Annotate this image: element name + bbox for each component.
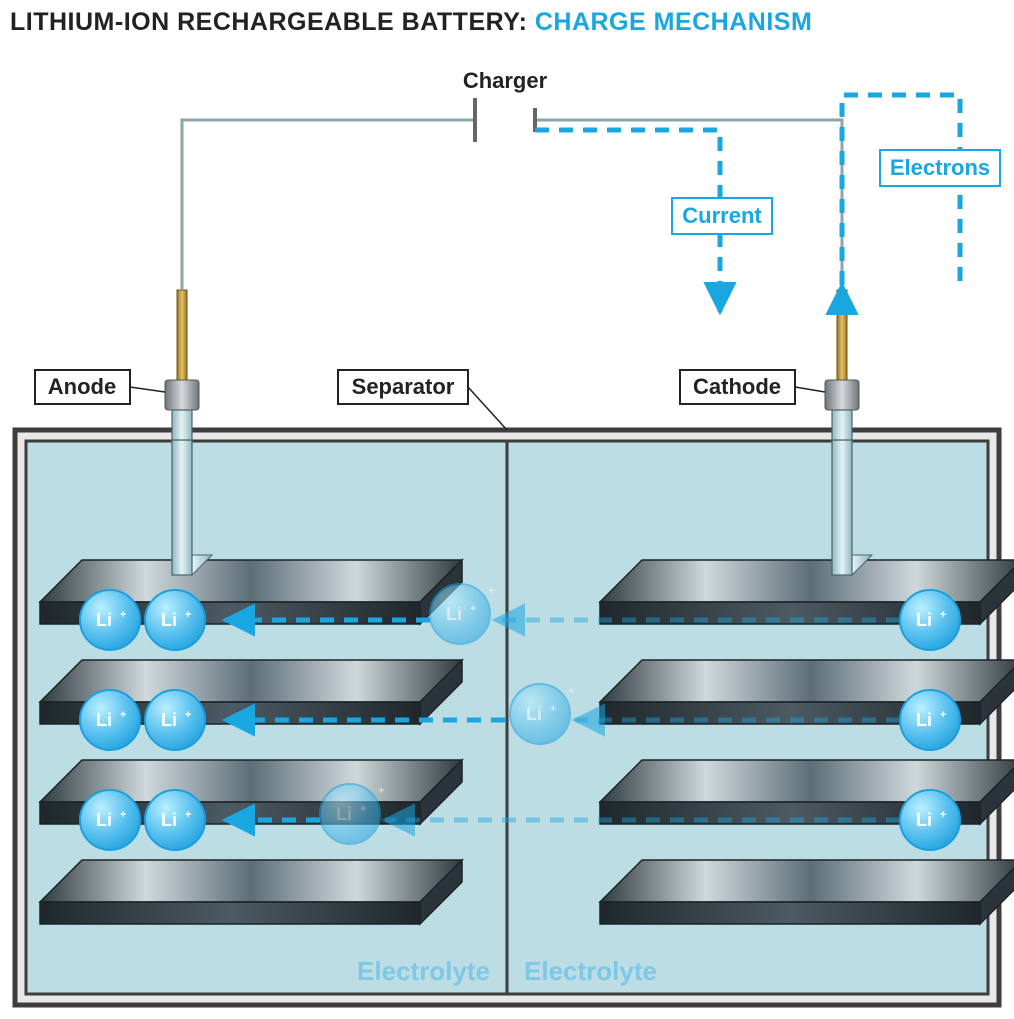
svg-text:+: + [120, 609, 126, 621]
svg-text:+: + [120, 809, 126, 821]
svg-text:Li: Li [96, 610, 112, 630]
svg-text:Anode: Anode [48, 374, 116, 399]
svg-text:+: + [940, 709, 946, 721]
svg-text:Electrons: Electrons [890, 155, 990, 180]
svg-text:+: + [940, 609, 946, 621]
svg-text:+: + [940, 809, 946, 821]
svg-text:Li: Li [916, 810, 932, 830]
electrons-label: Electrons [880, 150, 1000, 186]
svg-text:+: + [488, 585, 494, 597]
svg-text:Li: Li [96, 810, 112, 830]
anode-label: Anode [35, 370, 165, 404]
electrons-path [842, 95, 960, 285]
anode-terminal [165, 290, 199, 440]
svg-text:+: + [185, 709, 191, 721]
svg-text:Li: Li [96, 710, 112, 730]
svg-text:+: + [185, 609, 191, 621]
cathode-terminal [825, 290, 859, 440]
svg-text:Li: Li [161, 610, 177, 630]
title-part-b: CHARGE MECHANISM [535, 8, 812, 36]
current-label: Current [672, 198, 772, 234]
svg-text:+: + [185, 809, 191, 821]
svg-text:Li: Li [161, 710, 177, 730]
charger-label: Charger [463, 68, 548, 93]
cathode-label: Cathode [680, 370, 825, 404]
electrolyte-left-label: Electrolyte [357, 956, 490, 986]
svg-text:Li: Li [336, 804, 352, 824]
svg-text:+: + [470, 603, 476, 615]
svg-text:+: + [550, 703, 556, 715]
title-part-a: LITHIUM-ION RECHARGEABLE BATTERY: [10, 8, 535, 36]
svg-text:Li: Li [916, 610, 932, 630]
svg-text:Li: Li [161, 810, 177, 830]
svg-text:Li: Li [526, 704, 542, 724]
electrolyte-right-label: Electrolyte [524, 956, 657, 986]
separator-label: Separator [338, 370, 507, 430]
title: LITHIUM-ION RECHARGEABLE BATTERY: CHARGE… [10, 8, 812, 36]
svg-text:Cathode: Cathode [693, 374, 781, 399]
svg-text:Li: Li [916, 710, 932, 730]
svg-text:+: + [378, 785, 384, 797]
svg-text:Li: Li [446, 604, 462, 624]
svg-text:+: + [568, 685, 574, 697]
svg-text:Current: Current [682, 203, 762, 228]
svg-text:+: + [120, 709, 126, 721]
external-circuit [182, 98, 842, 290]
svg-text:+: + [360, 803, 366, 815]
svg-text:Separator: Separator [352, 374, 455, 399]
